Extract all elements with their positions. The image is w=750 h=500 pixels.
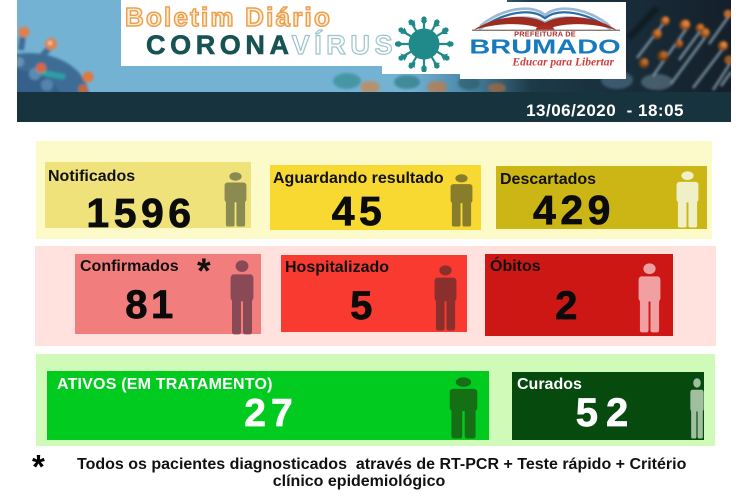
svg-text:BRUMADO: BRUMADO	[469, 36, 620, 58]
svg-text:Educar para Libertar: Educar para Libertar	[511, 57, 614, 69]
svg-text:PREFEITURA DE: PREFEITURA DE	[514, 29, 576, 38]
svg-text:13/06/2020 - 18:05: 13/06/2020 - 18:05	[526, 101, 684, 120]
